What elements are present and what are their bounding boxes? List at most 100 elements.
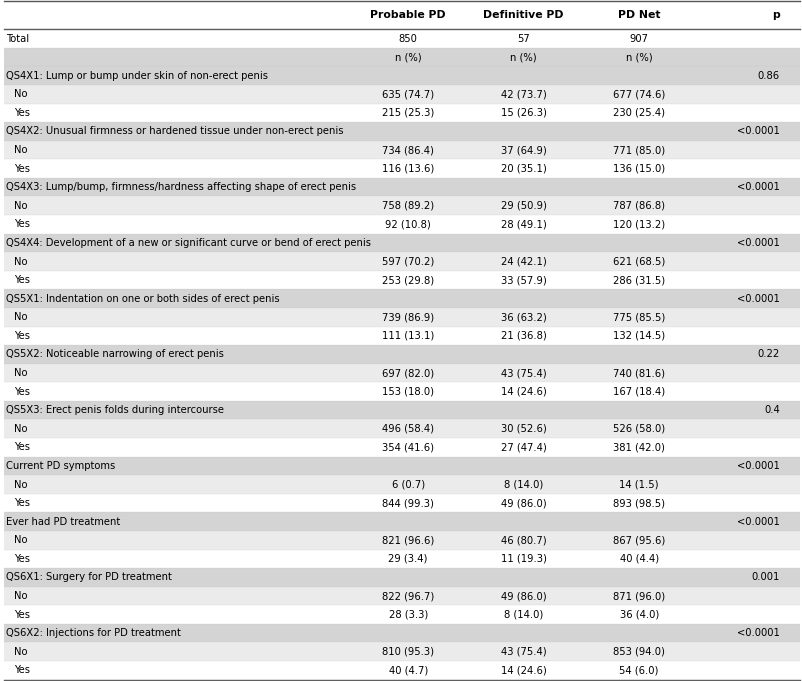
- Text: PD Net: PD Net: [618, 10, 660, 20]
- Bar: [4, 215, 800, 234]
- Bar: [4, 568, 800, 587]
- Bar: [4, 364, 800, 382]
- Text: 40 (4.4): 40 (4.4): [620, 554, 658, 564]
- Text: 29 (50.9): 29 (50.9): [500, 201, 547, 211]
- Text: No: No: [14, 313, 27, 322]
- Bar: [4, 494, 800, 512]
- Bar: [4, 531, 800, 550]
- Text: 907: 907: [630, 33, 649, 44]
- Text: 867 (95.6): 867 (95.6): [613, 535, 665, 545]
- Text: 30 (52.6): 30 (52.6): [500, 424, 546, 434]
- Text: QS5X1: Indentation on one or both sides of erect penis: QS5X1: Indentation on one or both sides …: [6, 294, 279, 304]
- Text: No: No: [14, 424, 27, 434]
- Text: Yes: Yes: [14, 163, 30, 174]
- Bar: [4, 475, 800, 494]
- Bar: [4, 234, 800, 252]
- Text: 167 (18.4): 167 (18.4): [613, 387, 665, 396]
- Text: p: p: [772, 10, 780, 20]
- Bar: [4, 85, 800, 104]
- Text: 787 (86.8): 787 (86.8): [613, 201, 665, 211]
- Text: Yes: Yes: [14, 665, 30, 676]
- Text: 850: 850: [399, 33, 418, 44]
- Text: 893 (98.5): 893 (98.5): [613, 498, 665, 508]
- Text: 354 (41.6): 354 (41.6): [383, 443, 434, 452]
- Text: 33 (57.9): 33 (57.9): [500, 275, 546, 285]
- Text: <0.0001: <0.0001: [737, 517, 780, 526]
- Bar: [4, 512, 800, 531]
- Text: n (%): n (%): [395, 52, 422, 62]
- Bar: [4, 48, 800, 67]
- Text: 821 (96.6): 821 (96.6): [382, 535, 435, 545]
- Text: 20 (35.1): 20 (35.1): [500, 163, 546, 174]
- Text: 871 (96.0): 871 (96.0): [613, 591, 665, 601]
- Text: 697 (82.0): 697 (82.0): [382, 368, 434, 378]
- Bar: [4, 419, 800, 438]
- Text: 758 (89.2): 758 (89.2): [382, 201, 434, 211]
- Text: 14 (24.6): 14 (24.6): [500, 665, 546, 676]
- Text: No: No: [14, 647, 27, 656]
- Text: 635 (74.7): 635 (74.7): [382, 89, 434, 99]
- Text: 844 (99.3): 844 (99.3): [383, 498, 434, 508]
- Text: No: No: [14, 257, 27, 266]
- Bar: [4, 178, 800, 197]
- Text: QS6X2: Injections for PD treatment: QS6X2: Injections for PD treatment: [6, 628, 180, 638]
- Text: 381 (42.0): 381 (42.0): [614, 443, 665, 452]
- Text: 215 (25.3): 215 (25.3): [382, 108, 435, 118]
- Text: <0.0001: <0.0001: [737, 294, 780, 304]
- Text: 0.22: 0.22: [757, 349, 780, 360]
- Bar: [4, 642, 800, 661]
- Text: Yes: Yes: [14, 498, 30, 508]
- Bar: [4, 159, 800, 178]
- Text: 0.001: 0.001: [751, 573, 780, 582]
- Text: QS5X2: Noticeable narrowing of erect penis: QS5X2: Noticeable narrowing of erect pen…: [6, 349, 224, 360]
- Text: 28 (49.1): 28 (49.1): [500, 219, 546, 229]
- Text: No: No: [14, 368, 27, 378]
- Text: Probable PD: Probable PD: [371, 10, 446, 20]
- Text: 153 (18.0): 153 (18.0): [383, 387, 434, 396]
- Text: 286 (31.5): 286 (31.5): [613, 275, 665, 285]
- Text: 0.4: 0.4: [764, 405, 780, 415]
- Text: Yes: Yes: [14, 609, 30, 620]
- Text: 740 (81.6): 740 (81.6): [613, 368, 665, 378]
- Bar: [4, 197, 800, 215]
- Text: <0.0001: <0.0001: [737, 183, 780, 192]
- Text: <0.0001: <0.0001: [737, 127, 780, 136]
- Text: Yes: Yes: [14, 108, 30, 118]
- Text: 132 (14.5): 132 (14.5): [613, 331, 665, 341]
- Bar: [4, 661, 800, 680]
- Text: 822 (96.7): 822 (96.7): [382, 591, 435, 601]
- Text: No: No: [14, 201, 27, 211]
- Text: 597 (70.2): 597 (70.2): [382, 257, 435, 266]
- Text: n (%): n (%): [510, 52, 537, 62]
- Text: 810 (95.3): 810 (95.3): [383, 647, 434, 656]
- Text: 15 (26.3): 15 (26.3): [500, 108, 547, 118]
- Bar: [4, 401, 800, 419]
- Text: Definitive PD: Definitive PD: [484, 10, 564, 20]
- Text: 14 (1.5): 14 (1.5): [619, 479, 659, 490]
- Bar: [4, 67, 800, 85]
- Text: No: No: [14, 145, 27, 155]
- Bar: [4, 457, 800, 475]
- Text: 8 (14.0): 8 (14.0): [504, 479, 543, 490]
- Text: Ever had PD treatment: Ever had PD treatment: [6, 517, 119, 526]
- Text: No: No: [14, 89, 27, 99]
- Text: Yes: Yes: [14, 219, 30, 229]
- Text: 42 (73.7): 42 (73.7): [500, 89, 546, 99]
- Text: 49 (86.0): 49 (86.0): [500, 591, 546, 601]
- Text: 771 (85.0): 771 (85.0): [613, 145, 665, 155]
- Bar: [4, 345, 800, 364]
- Text: 28 (3.3): 28 (3.3): [388, 609, 427, 620]
- Text: 111 (13.1): 111 (13.1): [382, 331, 435, 341]
- Text: 775 (85.5): 775 (85.5): [613, 313, 665, 322]
- Text: 120 (13.2): 120 (13.2): [613, 219, 665, 229]
- Bar: [4, 308, 800, 327]
- Bar: [4, 141, 800, 159]
- Text: QS4X3: Lump/bump, firmness/hardness affecting shape of erect penis: QS4X3: Lump/bump, firmness/hardness affe…: [6, 183, 356, 192]
- Bar: [4, 271, 800, 289]
- Text: 621 (68.5): 621 (68.5): [613, 257, 665, 266]
- Text: 116 (13.6): 116 (13.6): [382, 163, 435, 174]
- Text: Yes: Yes: [14, 387, 30, 396]
- Text: 57: 57: [517, 33, 530, 44]
- Text: Yes: Yes: [14, 331, 30, 341]
- Text: 0.86: 0.86: [758, 71, 780, 80]
